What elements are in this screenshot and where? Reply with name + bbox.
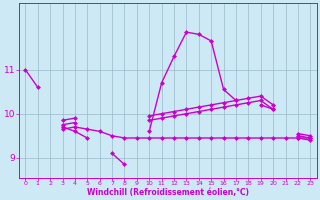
X-axis label: Windchill (Refroidissement éolien,°C): Windchill (Refroidissement éolien,°C) xyxy=(87,188,249,197)
